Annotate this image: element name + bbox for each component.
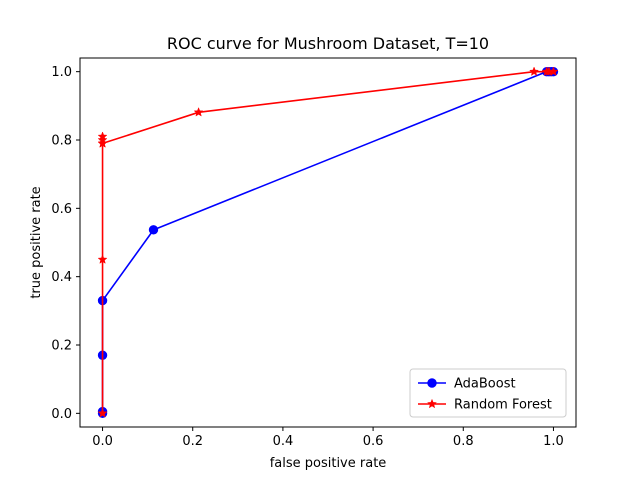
- data-point-random-forest: [97, 254, 108, 264]
- x-tick-label: 0.4: [273, 434, 294, 449]
- data-point-random-forest: [97, 138, 108, 148]
- series-line-random-forest: [101, 70, 554, 414]
- y-tick-label: 0.2: [51, 339, 72, 354]
- legend-marker-adaboost: [427, 378, 437, 388]
- y-tick-label: 0.8: [51, 134, 72, 149]
- series-adaboost: [97, 66, 559, 419]
- data-point-random-forest: [548, 66, 559, 76]
- data-point-adaboost: [148, 225, 159, 235]
- chart-title: ROC curve for Mushroom Dataset, T=10: [167, 34, 489, 53]
- legend: AdaBoost Random Forest: [409, 368, 567, 418]
- legend-marker-random-forest: [426, 398, 438, 409]
- x-tick-label: 0.8: [453, 434, 474, 449]
- x-tick-label: 0.2: [182, 434, 203, 449]
- y-tick-label: 0.4: [51, 270, 72, 285]
- y-axis: 0.0 0.2 0.4 0.6 0.8 1.0: [51, 65, 80, 422]
- series-line-adaboost: [101, 70, 554, 414]
- axes-frame: [79, 57, 577, 428]
- x-tick-label: 0.6: [363, 434, 384, 449]
- legend-label-adaboost: AdaBoost: [454, 377, 516, 392]
- legend-item-random-forest: Random Forest: [418, 398, 552, 413]
- y-tick-label: 1.0: [51, 65, 72, 80]
- y-axis-title: true positive rate: [29, 186, 44, 298]
- x-tick-label: 0.0: [92, 434, 113, 449]
- x-tick-label: 1.0: [543, 434, 564, 449]
- y-tick-label: 0.6: [51, 202, 72, 217]
- x-axis-title: false positive rate: [270, 456, 387, 471]
- legend-item-adaboost: AdaBoost: [418, 377, 516, 392]
- legend-box: [409, 368, 567, 418]
- series-random-forest: [97, 66, 559, 418]
- plot-area: [97, 66, 559, 419]
- data-point-random-forest: [97, 408, 108, 418]
- legend-label-random-forest: Random Forest: [454, 398, 552, 413]
- data-point-random-forest: [193, 107, 204, 117]
- data-point-random-forest: [529, 66, 540, 76]
- x-axis: 0.0 0.2 0.4 0.6 0.8 1.0: [92, 427, 564, 449]
- y-tick-label: 0.0: [51, 407, 72, 422]
